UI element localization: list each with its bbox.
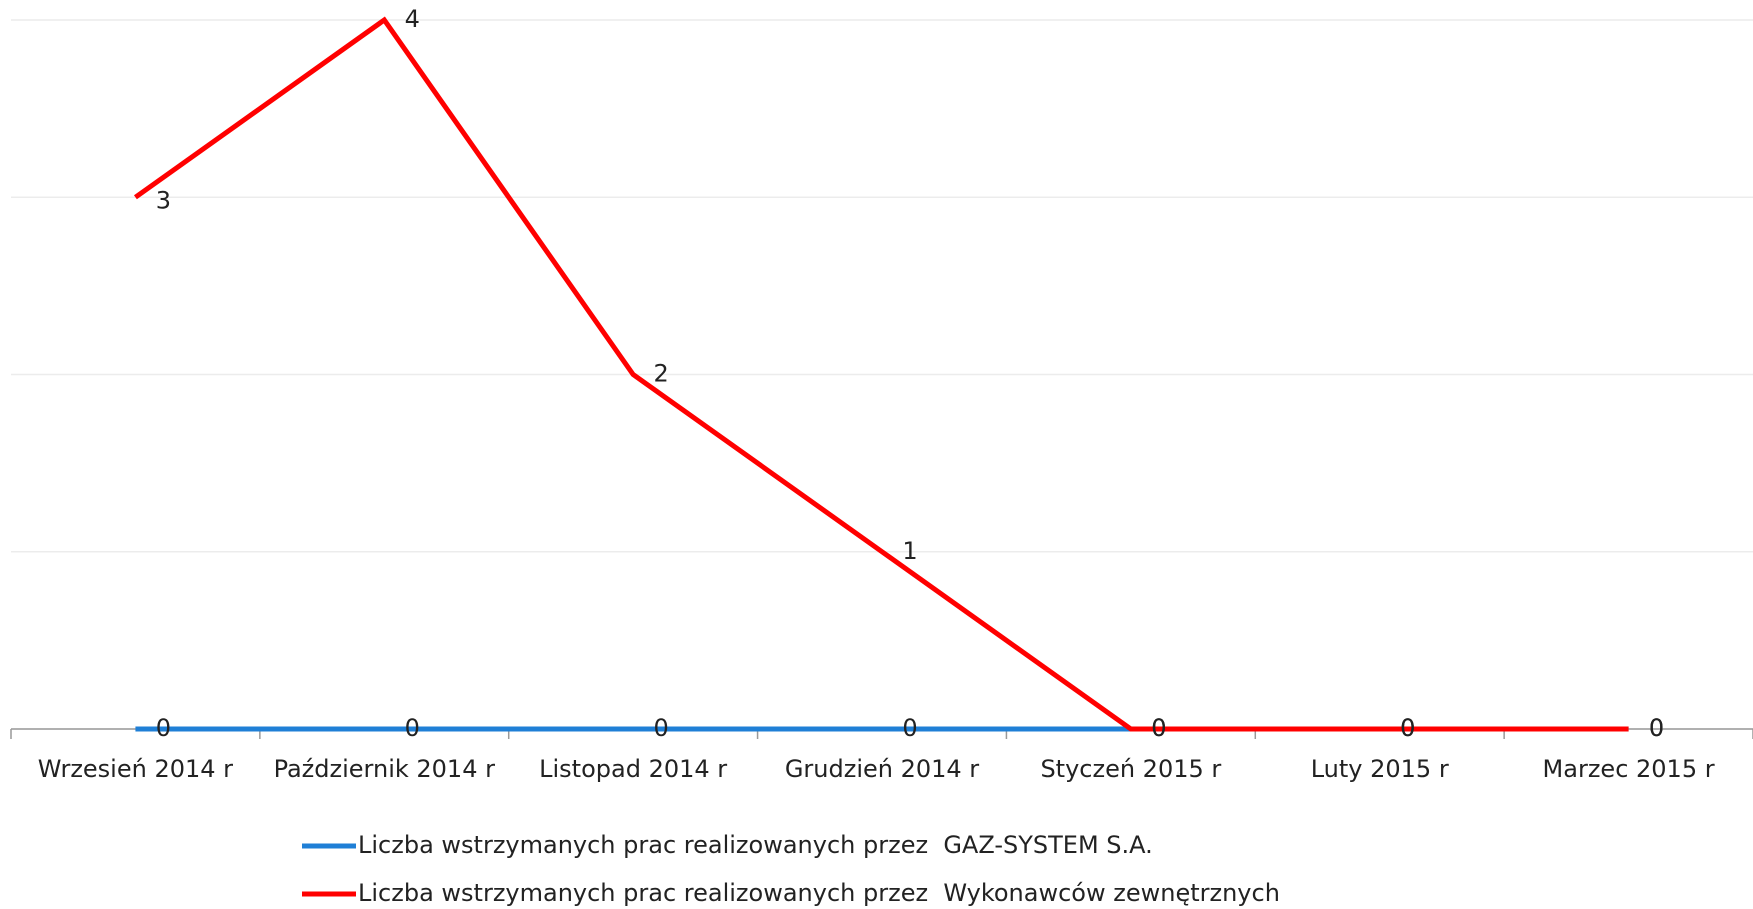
data-label: 0 [1649, 714, 1664, 742]
x-tick-label: Listopad 2014 r [539, 755, 727, 783]
data-label: 1 [902, 537, 917, 565]
data-label: 0 [405, 714, 420, 742]
x-tick-label: Wrzesień 2014 r [38, 755, 233, 783]
data-label: 0 [902, 714, 917, 742]
data-label: 0 [1400, 714, 1415, 742]
data-label: 0 [1649, 714, 1664, 742]
data-label: 3 [156, 186, 171, 214]
data-label: 4 [405, 5, 420, 33]
legend-label: Liczba wstrzymanych prac realizowanych p… [358, 831, 1153, 859]
legend-label: Liczba wstrzymanych prac realizowanych p… [358, 879, 1280, 907]
data-label: 0 [156, 714, 171, 742]
series-line [133, 16, 1629, 732]
data-label: 0 [1400, 714, 1415, 742]
x-tick-label: Październik 2014 r [274, 755, 496, 783]
data-label: 0 [1151, 714, 1166, 742]
x-tick-label: Marzec 2015 r [1543, 755, 1715, 783]
x-tick-label: Luty 2015 r [1311, 755, 1449, 783]
x-tick-label: Styczeń 2015 r [1040, 755, 1221, 783]
x-tick-label: Grudzień 2014 r [785, 755, 979, 783]
data-label: 2 [654, 360, 669, 388]
data-label: 0 [654, 714, 669, 742]
data-label: 0 [1151, 714, 1166, 742]
